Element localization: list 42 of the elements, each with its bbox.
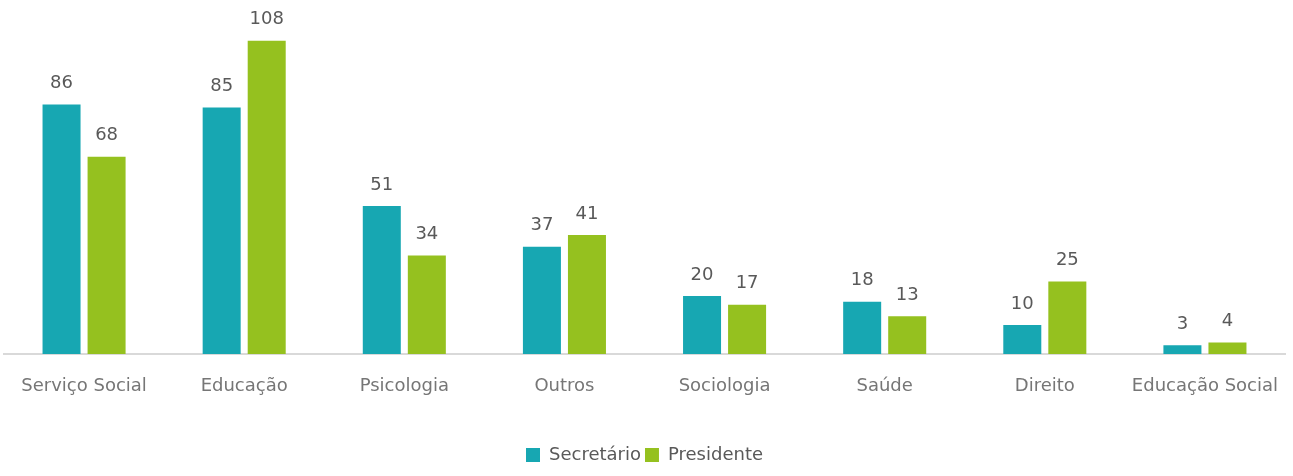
data-label: 37 [530,213,554,235]
bar [202,107,241,354]
data-label: 85 [210,74,234,96]
bar [1163,345,1202,354]
data-label: 108 [249,7,284,29]
data-label: 51 [370,172,394,194]
legend-label: Secretário [548,442,641,464]
bar [728,304,767,354]
bar [1208,342,1247,354]
x-tick-label: Serviço Social [21,374,147,396]
data-label: 4 [1221,309,1234,331]
data-label: 25 [1055,248,1079,270]
data-label: 20 [690,262,714,284]
bar [247,40,286,354]
bar [522,246,561,354]
data-label: 68 [95,123,119,145]
bar [888,316,927,354]
bar [87,156,126,354]
bar [683,296,722,354]
bar [1003,325,1042,354]
bar [362,206,401,354]
bar [843,301,882,354]
bar [42,104,81,354]
data-label: 17 [735,271,759,293]
data-label: 18 [850,268,874,290]
bar [1048,281,1087,354]
data-label: 86 [50,71,73,93]
data-label: 41 [575,201,599,223]
data-label: 13 [895,282,919,304]
x-tick-label: Psicologia [359,374,449,396]
x-tick-label: Educação [200,374,288,396]
data-label: 34 [415,222,439,244]
x-tick-label: Saúde [856,374,913,396]
legend-label: Presidente [667,442,764,464]
data-label: 10 [1010,291,1034,313]
data-label: 3 [1176,311,1189,333]
x-tick-label: Educação Social [1131,374,1279,396]
x-tick-label: Direito [1014,374,1075,396]
bar [567,235,606,354]
x-tick-label: Outros [534,374,595,396]
x-tick-label: Sociologia [678,374,771,396]
bar [407,255,446,354]
